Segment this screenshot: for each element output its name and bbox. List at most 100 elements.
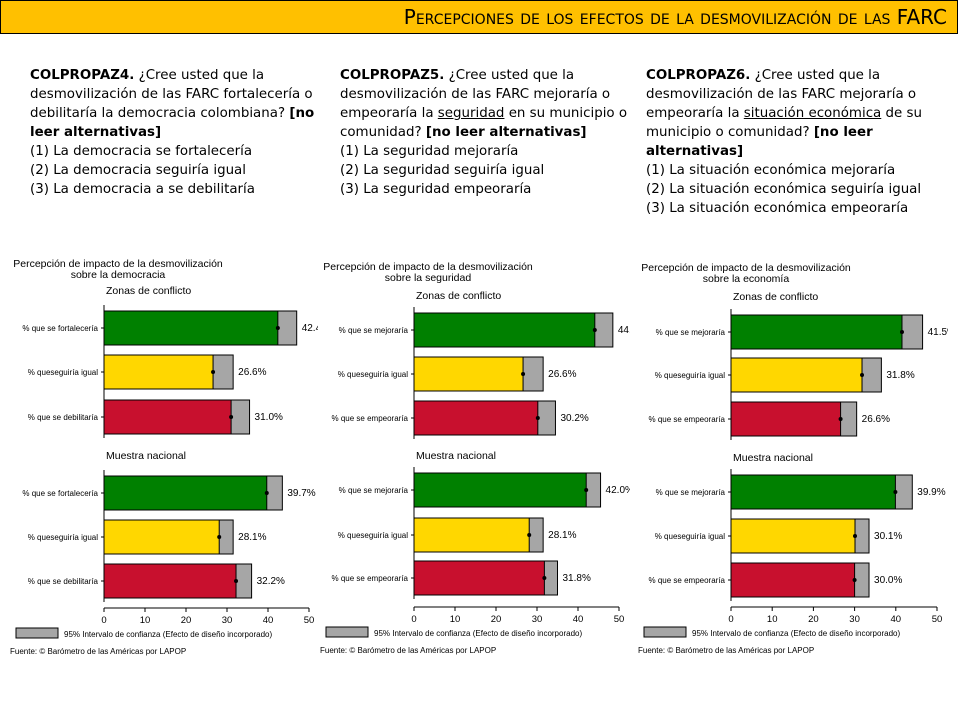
- x-tick-label: 50: [304, 615, 315, 626]
- data-label: 28.1%: [548, 530, 576, 541]
- point-estimate: [217, 535, 222, 539]
- question-code: COLPROPAZ5.: [340, 68, 445, 83]
- category-label: % queseguiría igual: [655, 371, 725, 380]
- chart-title-line: Percepción de impacto de la desmovilizac…: [641, 262, 851, 274]
- source-note: Fuente: © Barómetro de las Américas por …: [638, 646, 814, 655]
- data-label: 31.8%: [563, 573, 591, 584]
- point-estimate: [592, 328, 597, 332]
- category-label: % queseguiría igual: [28, 533, 98, 542]
- question-instruction: [no leer alternativas]: [425, 125, 587, 140]
- chart-economia: Percepción de impacto de la desmovilizac…: [638, 262, 948, 655]
- option-1: (1) La seguridad mejoraría: [340, 144, 519, 159]
- data-label: 26.6%: [548, 369, 576, 380]
- option-1: (1) La democracia se fortalecería: [30, 144, 253, 159]
- question-text-a: ¿Cree usted que la desmovilización de la…: [30, 68, 313, 121]
- point-estimate: [542, 576, 547, 580]
- data-label: 32.2%: [257, 576, 285, 587]
- page-title: Percepciones de los efectos de la desmov…: [403, 5, 947, 29]
- question-block-colpropaz6: COLPROPAZ6. ¿Cree usted que la desmovili…: [646, 66, 941, 218]
- question-text: COLPROPAZ4. ¿Cree usted que la desmovili…: [30, 66, 325, 142]
- x-tick-label: 20: [808, 614, 819, 625]
- question-text-b: en su municipio o comunidad?: [340, 106, 628, 140]
- question-instruction: [no leer alternativas]: [646, 125, 873, 159]
- bar: [730, 474, 896, 510]
- bar: [413, 356, 524, 392]
- legend-swatch: [15, 627, 59, 639]
- x-tick-label: 40: [891, 614, 902, 625]
- category-label: % queseguiría igual: [655, 532, 725, 541]
- series-label: Muestra nacional: [106, 450, 186, 462]
- legend-swatch: [643, 626, 687, 638]
- category-label: % queseguiría igual: [28, 368, 98, 377]
- question-text-b: de su municipio o comunidad?: [646, 106, 922, 140]
- point-estimate: [521, 372, 526, 376]
- x-tick-label: 20: [181, 615, 192, 626]
- x-tick-label: 20: [491, 614, 502, 625]
- x-tick-label: 30: [532, 614, 543, 625]
- series-label: Zonas de conflicto: [416, 290, 501, 302]
- chart-seguridad: Percepción de impacto de la desmovilizac…: [320, 261, 630, 655]
- data-label: 30.0%: [874, 575, 902, 586]
- question-text: COLPROPAZ5. ¿Cree usted que la desmovili…: [340, 66, 635, 142]
- point-estimate: [264, 491, 269, 495]
- series-label: Zonas de conflicto: [733, 291, 818, 303]
- chart-title-line: sobre la economía: [703, 273, 790, 285]
- title-bar: Percepciones de los efectos de la desmov…: [0, 0, 958, 34]
- category-label: % que se empeoraría: [332, 414, 409, 423]
- bar: [413, 312, 596, 348]
- point-estimate: [852, 578, 857, 582]
- category-label: % que se debilitaría: [28, 413, 99, 422]
- point-estimate: [853, 534, 858, 538]
- data-label: 39.7%: [287, 488, 315, 499]
- x-tick-label: 40: [263, 615, 274, 626]
- data-label: 42.4%: [302, 323, 318, 334]
- legend-label: 95% Intervalo de confianza (Efecto de di…: [64, 630, 272, 639]
- data-label: 31.8%: [886, 370, 914, 381]
- category-label: % queseguiría igual: [338, 370, 408, 379]
- chart-democracia: Percepción de impacto de la desmovilizac…: [10, 258, 318, 656]
- source-note: Fuente: © Barómetro de las Américas por …: [10, 647, 186, 656]
- x-tick-label: 0: [411, 614, 416, 625]
- category-label: % que se fortalecería: [22, 324, 98, 333]
- category-label: % que se empeoraría: [649, 576, 726, 585]
- question-text-underlined: situación económica: [743, 106, 882, 121]
- series-label: Zonas de conflicto: [106, 285, 191, 297]
- x-tick-label: 0: [728, 614, 733, 625]
- bar: [730, 314, 903, 350]
- x-tick-label: 40: [573, 614, 584, 625]
- question-code: COLPROPAZ4.: [30, 68, 135, 83]
- question-text-a: ¿Cree usted que la desmovilización de la…: [646, 68, 917, 121]
- data-label: 30.2%: [560, 413, 588, 424]
- x-tick-label: 10: [140, 615, 151, 626]
- question-text: COLPROPAZ6. ¿Cree usted que la desmovili…: [646, 66, 941, 161]
- category-label: % que se mejoraría: [339, 326, 409, 335]
- x-tick-label: 10: [450, 614, 461, 625]
- data-label: 31.0%: [255, 412, 283, 423]
- question-code: COLPROPAZ6.: [646, 68, 751, 83]
- category-label: % queseguiría igual: [338, 531, 408, 540]
- option-1: (1) La situación económica mejoraría: [646, 163, 896, 178]
- question-text-underlined: seguridad: [437, 106, 505, 121]
- question-instruction: [no leer alternativas]: [30, 106, 315, 140]
- option-3: (3) La situación económica empeoraría: [646, 201, 909, 216]
- x-tick-label: 30: [849, 614, 860, 625]
- data-label: 28.1%: [238, 532, 266, 543]
- question-block-colpropaz4: COLPROPAZ4. ¿Cree usted que la desmovili…: [30, 66, 325, 199]
- category-label: % que se empeoraría: [649, 415, 726, 424]
- option-2: (2) La seguridad seguiría igual: [340, 163, 545, 178]
- bar: [730, 357, 863, 393]
- question-block-colpropaz5: COLPROPAZ5. ¿Cree usted que la desmovili…: [340, 66, 635, 199]
- point-estimate: [527, 533, 532, 537]
- data-label: 44.1%: [618, 325, 630, 336]
- x-tick-label: 50: [614, 614, 625, 625]
- legend-label: 95% Intervalo de confianza (Efecto de di…: [692, 629, 900, 638]
- point-estimate: [838, 417, 843, 421]
- data-label: 42.0%: [606, 485, 630, 496]
- bar: [103, 310, 279, 346]
- point-estimate: [584, 488, 589, 492]
- bar: [730, 562, 856, 598]
- data-label: 26.6%: [862, 414, 890, 425]
- chart-title-line: Percepción de impacto de la desmovilizac…: [13, 258, 223, 270]
- chart-title-line: sobre la democracia: [71, 269, 166, 281]
- category-label: % que se mejoraría: [656, 328, 726, 337]
